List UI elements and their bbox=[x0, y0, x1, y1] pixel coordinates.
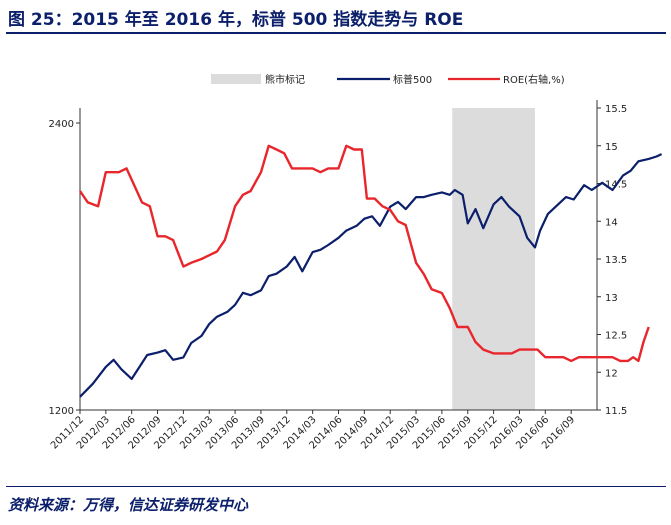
y-left-tick-label: 1200 bbox=[49, 406, 74, 417]
y-right-tick-label: 12 bbox=[605, 368, 618, 379]
legend-label-shade: 熊市标记 bbox=[265, 73, 305, 86]
series-line-sp500 bbox=[79, 153, 663, 398]
plot-area: 2400120015.51514.51413.51312.51211.52011… bbox=[49, 100, 663, 451]
legend: 熊市标记 标普500 ROE(右轴,%) bbox=[211, 73, 565, 86]
y-right-tick-label: 11.5 bbox=[605, 406, 627, 417]
y-right-tick-label: 13 bbox=[605, 293, 618, 304]
y-left-tick-label: 2400 bbox=[49, 119, 74, 130]
y-right-tick-label: 12.5 bbox=[605, 331, 627, 342]
page-title: 图 25：2015 年至 2016 年，标普 500 指数走势与 ROE bbox=[8, 10, 464, 30]
y-right-tick-label: 14 bbox=[605, 217, 618, 228]
title-divider bbox=[6, 32, 666, 34]
y-right-tick-label: 15.5 bbox=[605, 104, 627, 115]
legend-label-sp500: 标普500 bbox=[393, 73, 432, 86]
y-right-tick-label: 15 bbox=[605, 142, 618, 153]
series-line-roe bbox=[79, 144, 650, 363]
y-right-tick-label: 13.5 bbox=[605, 255, 627, 266]
source-note: 资料来源：万得，信达证券研发中心 bbox=[8, 496, 249, 514]
legend-label-roe: ROE(右轴,%) bbox=[503, 73, 565, 86]
source-divider bbox=[6, 486, 666, 487]
bear-market-shade bbox=[452, 108, 535, 410]
legend-swatch-shade bbox=[211, 74, 261, 84]
